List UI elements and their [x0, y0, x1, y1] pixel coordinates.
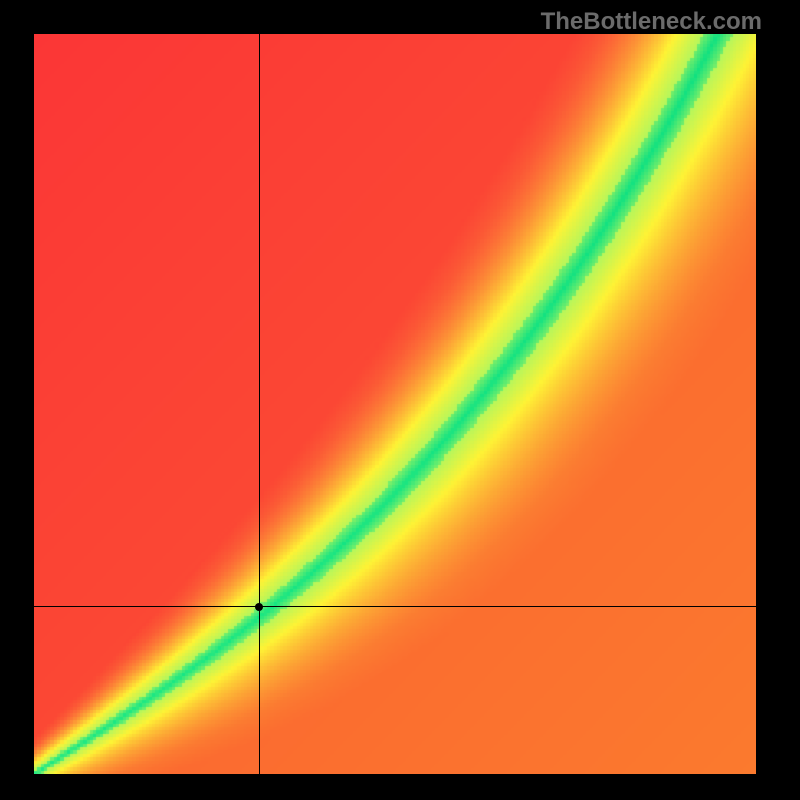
crosshair-vertical-line [259, 34, 260, 774]
crosshair-horizontal-line [34, 606, 756, 607]
bottleneck-heatmap [34, 34, 756, 774]
crosshair-marker-dot [255, 603, 263, 611]
watermark-text: TheBottleneck.com [541, 8, 762, 36]
